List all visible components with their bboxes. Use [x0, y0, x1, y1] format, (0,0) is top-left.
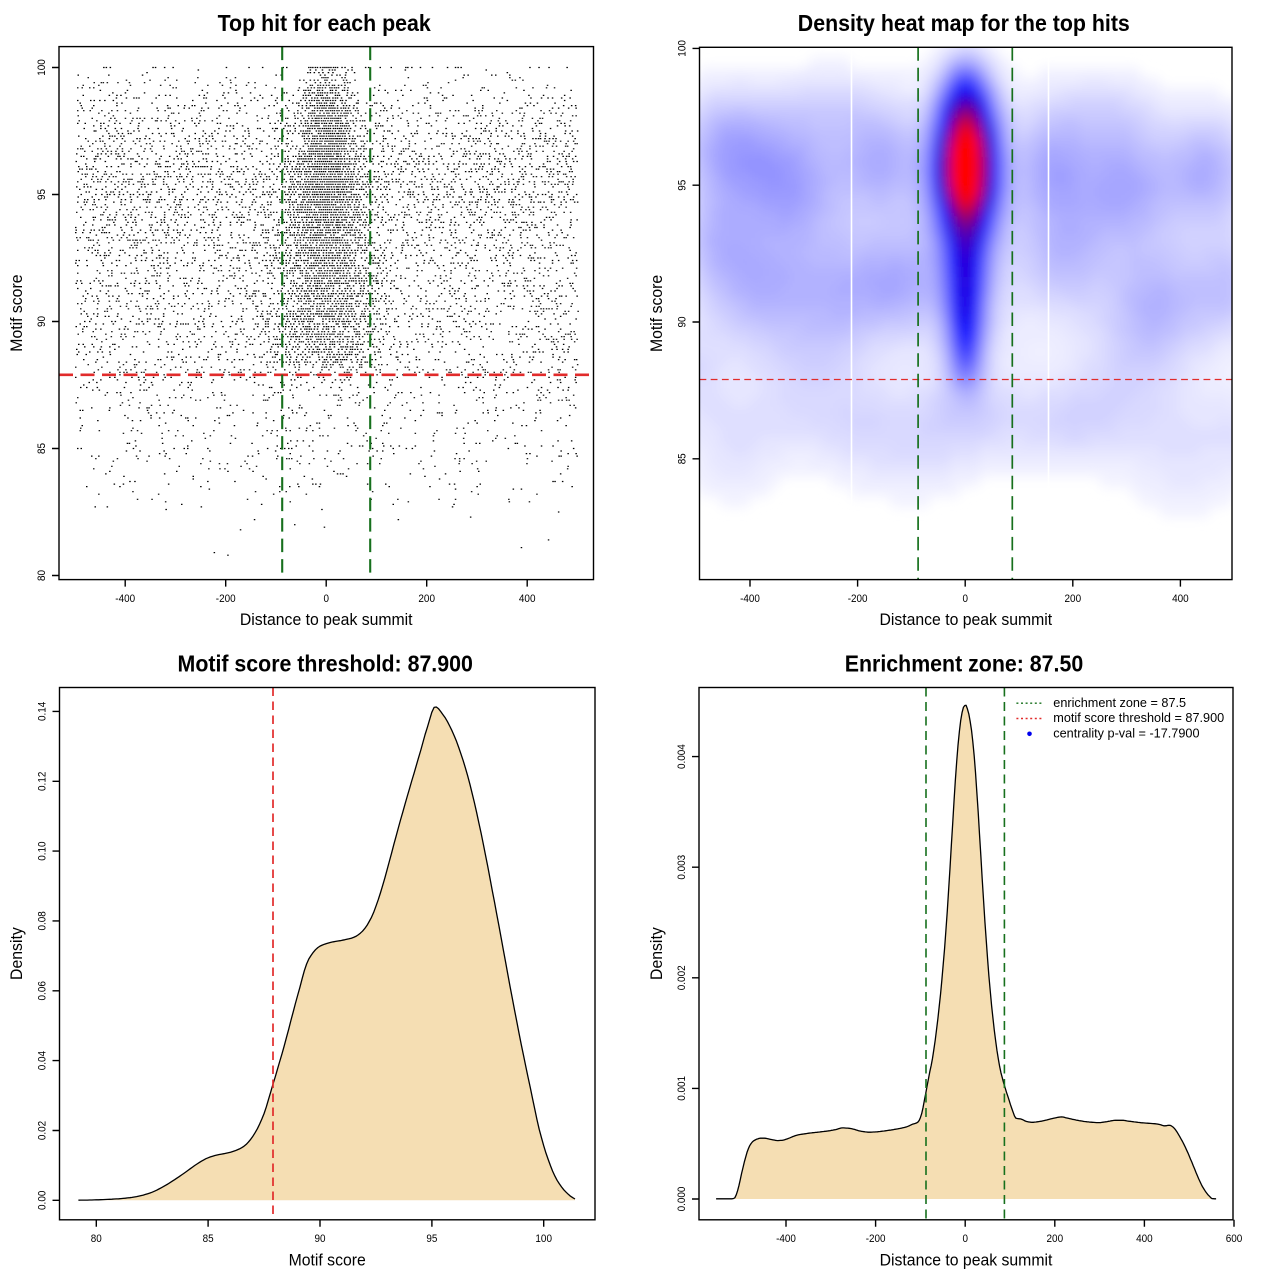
svg-text:95: 95 — [36, 189, 48, 200]
svg-text:enrichment zone = 87.5: enrichment zone = 87.5 — [1053, 695, 1186, 710]
svg-text:200: 200 — [1047, 1233, 1064, 1245]
svg-text:Density: Density — [647, 927, 666, 980]
svg-text:95: 95 — [677, 180, 689, 191]
svg-text:0.004: 0.004 — [676, 744, 688, 769]
svg-text:0.10: 0.10 — [37, 841, 49, 860]
svg-text:0.08: 0.08 — [37, 911, 49, 930]
svg-text:0.06: 0.06 — [37, 981, 49, 1000]
svg-text:85: 85 — [203, 1233, 214, 1245]
svg-text:0.002: 0.002 — [676, 965, 688, 990]
svg-text:0: 0 — [962, 1233, 968, 1245]
svg-text:-200: -200 — [216, 593, 236, 605]
svg-text:90: 90 — [315, 1233, 326, 1245]
svg-text:600: 600 — [1226, 1233, 1243, 1245]
svg-text:0.14: 0.14 — [37, 702, 49, 721]
svg-text:Top hit for each peak: Top hit for each peak — [218, 10, 431, 36]
svg-text:0.000: 0.000 — [676, 1187, 688, 1212]
svg-text:95: 95 — [426, 1233, 437, 1245]
svg-text:Distance to peak summit: Distance to peak summit — [880, 1250, 1053, 1269]
svg-text:Motif score: Motif score — [647, 275, 666, 352]
svg-text:Density: Density — [7, 927, 26, 980]
svg-text:0: 0 — [323, 593, 329, 605]
svg-text:0.02: 0.02 — [37, 1121, 49, 1140]
svg-text:0.00: 0.00 — [37, 1191, 49, 1210]
svg-text:80: 80 — [36, 570, 48, 581]
svg-text:0.12: 0.12 — [37, 772, 49, 791]
svg-text:100: 100 — [677, 40, 689, 57]
svg-text:-200: -200 — [866, 1233, 886, 1245]
svg-text:Motif score: Motif score — [289, 1250, 366, 1269]
svg-text:0: 0 — [962, 593, 968, 605]
svg-text:85: 85 — [677, 453, 689, 464]
svg-text:0.003: 0.003 — [676, 855, 688, 880]
svg-text:centrality p-val = -17.7900: centrality p-val = -17.7900 — [1053, 726, 1199, 741]
svg-text:-200: -200 — [848, 593, 868, 605]
svg-text:Distance to peak summit: Distance to peak summit — [240, 610, 413, 629]
svg-text:Motif score threshold: 87.900: Motif score threshold: 87.900 — [178, 650, 473, 676]
svg-text:Density heat map for the top h: Density heat map for the top hits — [798, 10, 1130, 36]
svg-text:Distance to peak summit: Distance to peak summit — [879, 610, 1052, 629]
svg-text:-400: -400 — [740, 593, 760, 605]
svg-text:100: 100 — [535, 1233, 552, 1245]
svg-text:90: 90 — [677, 317, 689, 328]
svg-text:85: 85 — [36, 443, 48, 454]
svg-text:100: 100 — [36, 59, 48, 76]
svg-text:Motif score: Motif score — [7, 275, 26, 352]
svg-text:-400: -400 — [115, 593, 135, 605]
svg-text:0.04: 0.04 — [37, 1051, 49, 1070]
svg-text:400: 400 — [519, 593, 536, 605]
svg-text:200: 200 — [1065, 593, 1082, 605]
svg-text:400: 400 — [1136, 1233, 1153, 1245]
svg-text:0.001: 0.001 — [676, 1076, 688, 1101]
svg-text:80: 80 — [91, 1233, 102, 1245]
svg-text:90: 90 — [36, 316, 48, 327]
svg-text:400: 400 — [1172, 593, 1189, 605]
svg-text:-400: -400 — [776, 1233, 796, 1245]
svg-text:motif score threshold = 87.900: motif score threshold = 87.900 — [1053, 710, 1224, 725]
svg-text:Enrichment zone: 87.50: Enrichment zone: 87.50 — [845, 650, 1084, 676]
svg-text:200: 200 — [418, 593, 435, 605]
